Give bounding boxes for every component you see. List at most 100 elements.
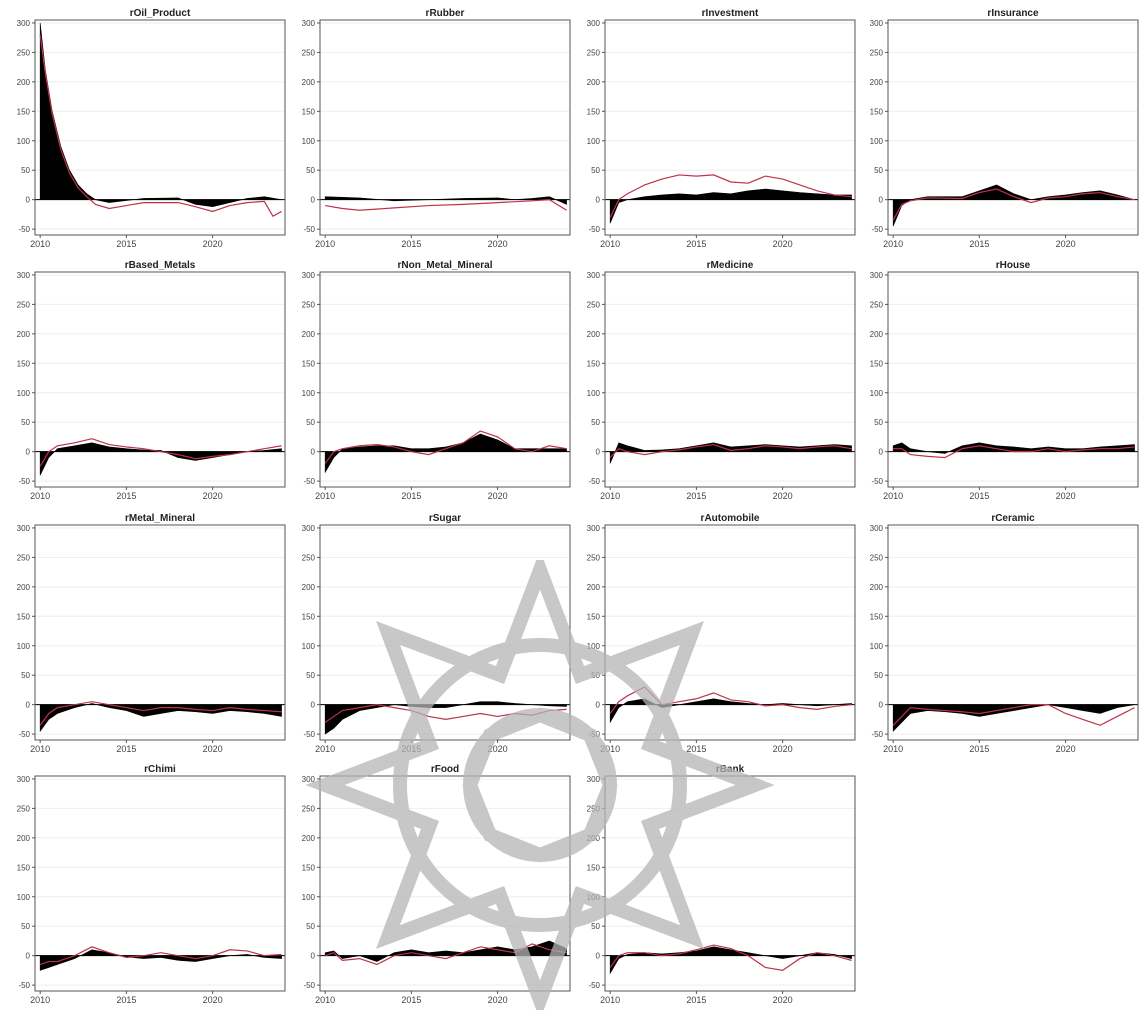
line-series (892, 188, 1135, 221)
line-series (892, 704, 1135, 726)
y-tick-label: 100 (302, 893, 316, 902)
y-tick-label: 200 (302, 834, 316, 843)
y-tick-label: 300 (587, 524, 601, 533)
y-tick-label: 50 (591, 418, 600, 427)
panel: -50 0 50 100 150 200 250 300 2010 2015 2020 rNon_Me… (302, 260, 571, 501)
x-tick-label: 2015 (686, 744, 706, 754)
area-series (609, 946, 852, 975)
area-series (39, 949, 282, 971)
panel: -50 0 50 100 150 200 250 300 2010 2015 2020 rMedici… (587, 260, 856, 501)
y-tick-label: 150 (302, 107, 316, 116)
y-tick-label: 150 (17, 863, 31, 872)
area-series (609, 698, 852, 724)
y-tick-label: 0 (26, 701, 31, 710)
y-tick-label: 300 (302, 775, 316, 784)
panel-title: rMetal_Mineral (125, 513, 195, 524)
y-tick-label: -50 (18, 477, 30, 486)
x-tick-label: 2020 (203, 995, 223, 1005)
y-tick-label: 200 (587, 583, 601, 592)
line-series (609, 944, 852, 972)
x-tick-label: 2020 (773, 491, 793, 501)
y-tick-label: -50 (871, 730, 883, 739)
x-tick-label: 2010 (315, 995, 335, 1005)
y-tick-label: 250 (870, 48, 884, 57)
y-tick-label: 300 (587, 19, 601, 28)
x-tick-label: 2015 (401, 995, 421, 1005)
y-tick-label: 300 (870, 271, 884, 280)
x-tick-label: 2015 (969, 744, 989, 754)
y-tick-label: 50 (591, 922, 600, 931)
y-tick-label: 300 (17, 19, 31, 28)
y-tick-label: 150 (870, 107, 884, 116)
line-series (39, 438, 282, 467)
x-tick-label: 2010 (30, 491, 50, 501)
y-tick-label: 250 (17, 553, 31, 562)
y-tick-label: -50 (871, 477, 883, 486)
y-tick-label: 200 (587, 330, 601, 339)
y-tick-label: 200 (17, 834, 31, 843)
y-tick-label: 0 (26, 448, 31, 457)
y-tick-label: 100 (587, 642, 601, 651)
x-tick-label: 2015 (116, 239, 136, 249)
y-tick-label: 0 (596, 448, 601, 457)
panel: -50 0 50 100 150 200 250 300 2010 2015 2020 rChimi (17, 764, 286, 1005)
y-tick-label: 250 (587, 300, 601, 309)
x-tick-label: 2020 (203, 491, 223, 501)
y-tick-label: 0 (26, 952, 31, 961)
y-tick-label: 150 (587, 107, 601, 116)
panel: -50 0 50 100 150 200 250 300 2010 2015 2020 rBank (587, 764, 856, 1005)
y-tick-label: 100 (302, 137, 316, 146)
y-tick-label: 150 (17, 359, 31, 368)
y-tick-label: 50 (306, 166, 315, 175)
y-tick-label: 200 (870, 78, 884, 87)
panel: -50 0 50 100 150 200 250 300 2010 2015 2020 rMetal_… (17, 513, 286, 754)
panel: -50 0 50 100 150 200 250 300 2010 2015 2020 rInsura… (870, 8, 1139, 249)
area-series (324, 196, 567, 205)
panel-border (34, 775, 286, 992)
y-tick-label: 100 (587, 389, 601, 398)
y-tick-label: 300 (587, 271, 601, 280)
panel-title: rInvestment (702, 8, 759, 19)
y-tick-label: 100 (302, 642, 316, 651)
panel-border (34, 271, 286, 488)
area-series (324, 433, 567, 474)
y-tick-label: 0 (879, 196, 884, 205)
y-tick-label: 300 (17, 775, 31, 784)
y-tick-label: 250 (17, 48, 31, 57)
x-tick-label: 2015 (401, 744, 421, 754)
x-tick-label: 2020 (1056, 744, 1076, 754)
y-tick-label: 200 (587, 78, 601, 87)
x-tick-label: 2020 (488, 744, 508, 754)
x-tick-label: 2015 (969, 239, 989, 249)
y-tick-label: 100 (17, 137, 31, 146)
x-tick-label: 2015 (116, 491, 136, 501)
x-tick-label: 2020 (488, 995, 508, 1005)
y-tick-label: 150 (587, 863, 601, 872)
y-tick-label: 0 (879, 701, 884, 710)
x-tick-label: 2015 (401, 239, 421, 249)
area-series (892, 704, 1135, 732)
y-tick-label: 300 (870, 524, 884, 533)
panel-title: rSugar (429, 513, 461, 524)
y-tick-label: 150 (302, 863, 316, 872)
x-tick-label: 2010 (315, 491, 335, 501)
y-tick-label: 250 (302, 48, 316, 57)
y-tick-label: -50 (303, 477, 315, 486)
y-tick-label: 50 (874, 418, 883, 427)
panel: -50 0 50 100 150 200 250 300 2010 2015 2020 rBased_… (17, 260, 286, 501)
y-tick-label: 200 (870, 583, 884, 592)
y-tick-label: 250 (17, 804, 31, 813)
area-series (609, 442, 852, 464)
y-tick-label: 300 (870, 19, 884, 28)
y-tick-label: 150 (870, 359, 884, 368)
y-tick-label: 200 (17, 330, 31, 339)
panel-border (34, 524, 286, 741)
x-tick-label: 2010 (883, 491, 903, 501)
y-tick-label: 100 (17, 642, 31, 651)
y-tick-label: 0 (26, 196, 31, 205)
panel-border (604, 271, 856, 488)
panel-border (887, 19, 1139, 236)
y-tick-label: 0 (311, 952, 316, 961)
y-tick-label: 300 (17, 524, 31, 533)
panel-title: rAutomobile (701, 513, 760, 524)
